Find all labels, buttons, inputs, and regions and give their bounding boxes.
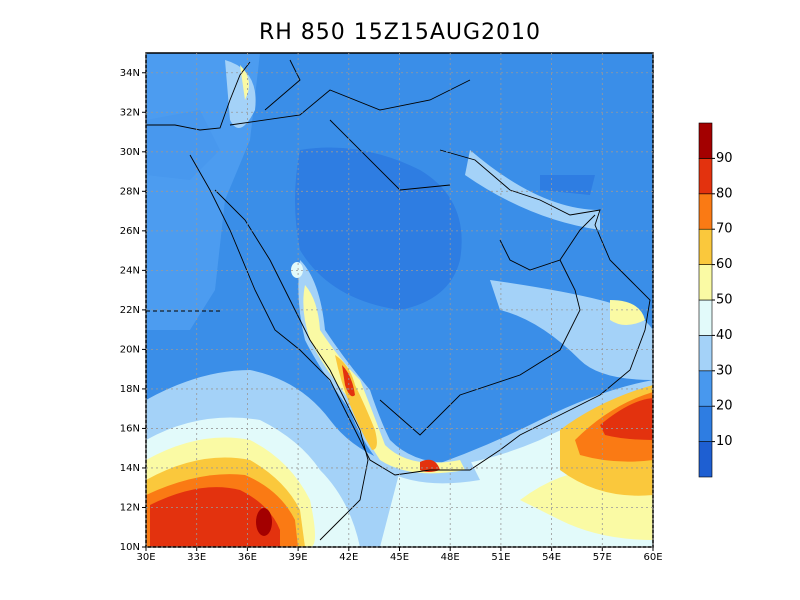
colorbar-box — [698, 228, 713, 265]
y-tick-label: 24N — [120, 265, 140, 276]
colorbar-label: 10 — [716, 434, 733, 449]
colorbar-box — [698, 441, 713, 478]
y-tick-label: 18N — [120, 384, 140, 395]
rh-field — [146, 53, 653, 547]
colorbar-box — [698, 299, 713, 336]
colorbar-box — [698, 193, 713, 230]
y-tick-label: 28N — [120, 186, 140, 197]
y-tick-label: 22N — [120, 305, 140, 316]
y-tick-label: 20N — [120, 344, 140, 355]
colorbar-label: 40 — [716, 328, 733, 343]
colorbar-label: 90 — [716, 151, 733, 166]
colorbar-label: 80 — [716, 186, 733, 201]
colorbar-label: 20 — [716, 399, 733, 414]
colorbar-box — [698, 158, 713, 195]
x-tick-label: 33E — [187, 552, 206, 563]
x-tick-label: 42E — [339, 552, 358, 563]
x-tick-label: 54E — [542, 552, 561, 563]
x-tick-label: 51E — [491, 552, 510, 563]
y-tick-label: 16N — [120, 423, 140, 434]
y-tick-label: 34N — [120, 68, 140, 79]
y-tick-label: 26N — [120, 226, 140, 237]
y-tick-label: 10N — [120, 542, 140, 553]
y-tick-label: 14N — [120, 463, 140, 474]
colorbar-label: 60 — [716, 257, 733, 272]
x-tick-label: 60E — [643, 552, 662, 563]
colorbar-label: 30 — [716, 363, 733, 378]
colorbar-box — [698, 335, 713, 372]
colorbar-label: 50 — [716, 293, 733, 308]
colorbar-box — [698, 122, 713, 159]
y-tick-label: 12N — [120, 502, 140, 513]
colorbar-box — [698, 405, 713, 442]
y-tick-label: 32N — [120, 107, 140, 118]
y-tick-label: 30N — [120, 147, 140, 158]
x-tick-label: 30E — [136, 552, 155, 563]
x-tick-label: 48E — [441, 552, 460, 563]
map-title: RH 850 15Z15AUG2010 — [259, 20, 541, 45]
x-tick-label: 36E — [238, 552, 257, 563]
colorbar-box — [698, 370, 713, 407]
x-tick-label: 57E — [593, 552, 612, 563]
colorbar-box — [698, 264, 713, 301]
x-tick-label: 45E — [390, 552, 409, 563]
x-tick-label: 39E — [289, 552, 308, 563]
colorbar-label: 70 — [716, 222, 733, 237]
